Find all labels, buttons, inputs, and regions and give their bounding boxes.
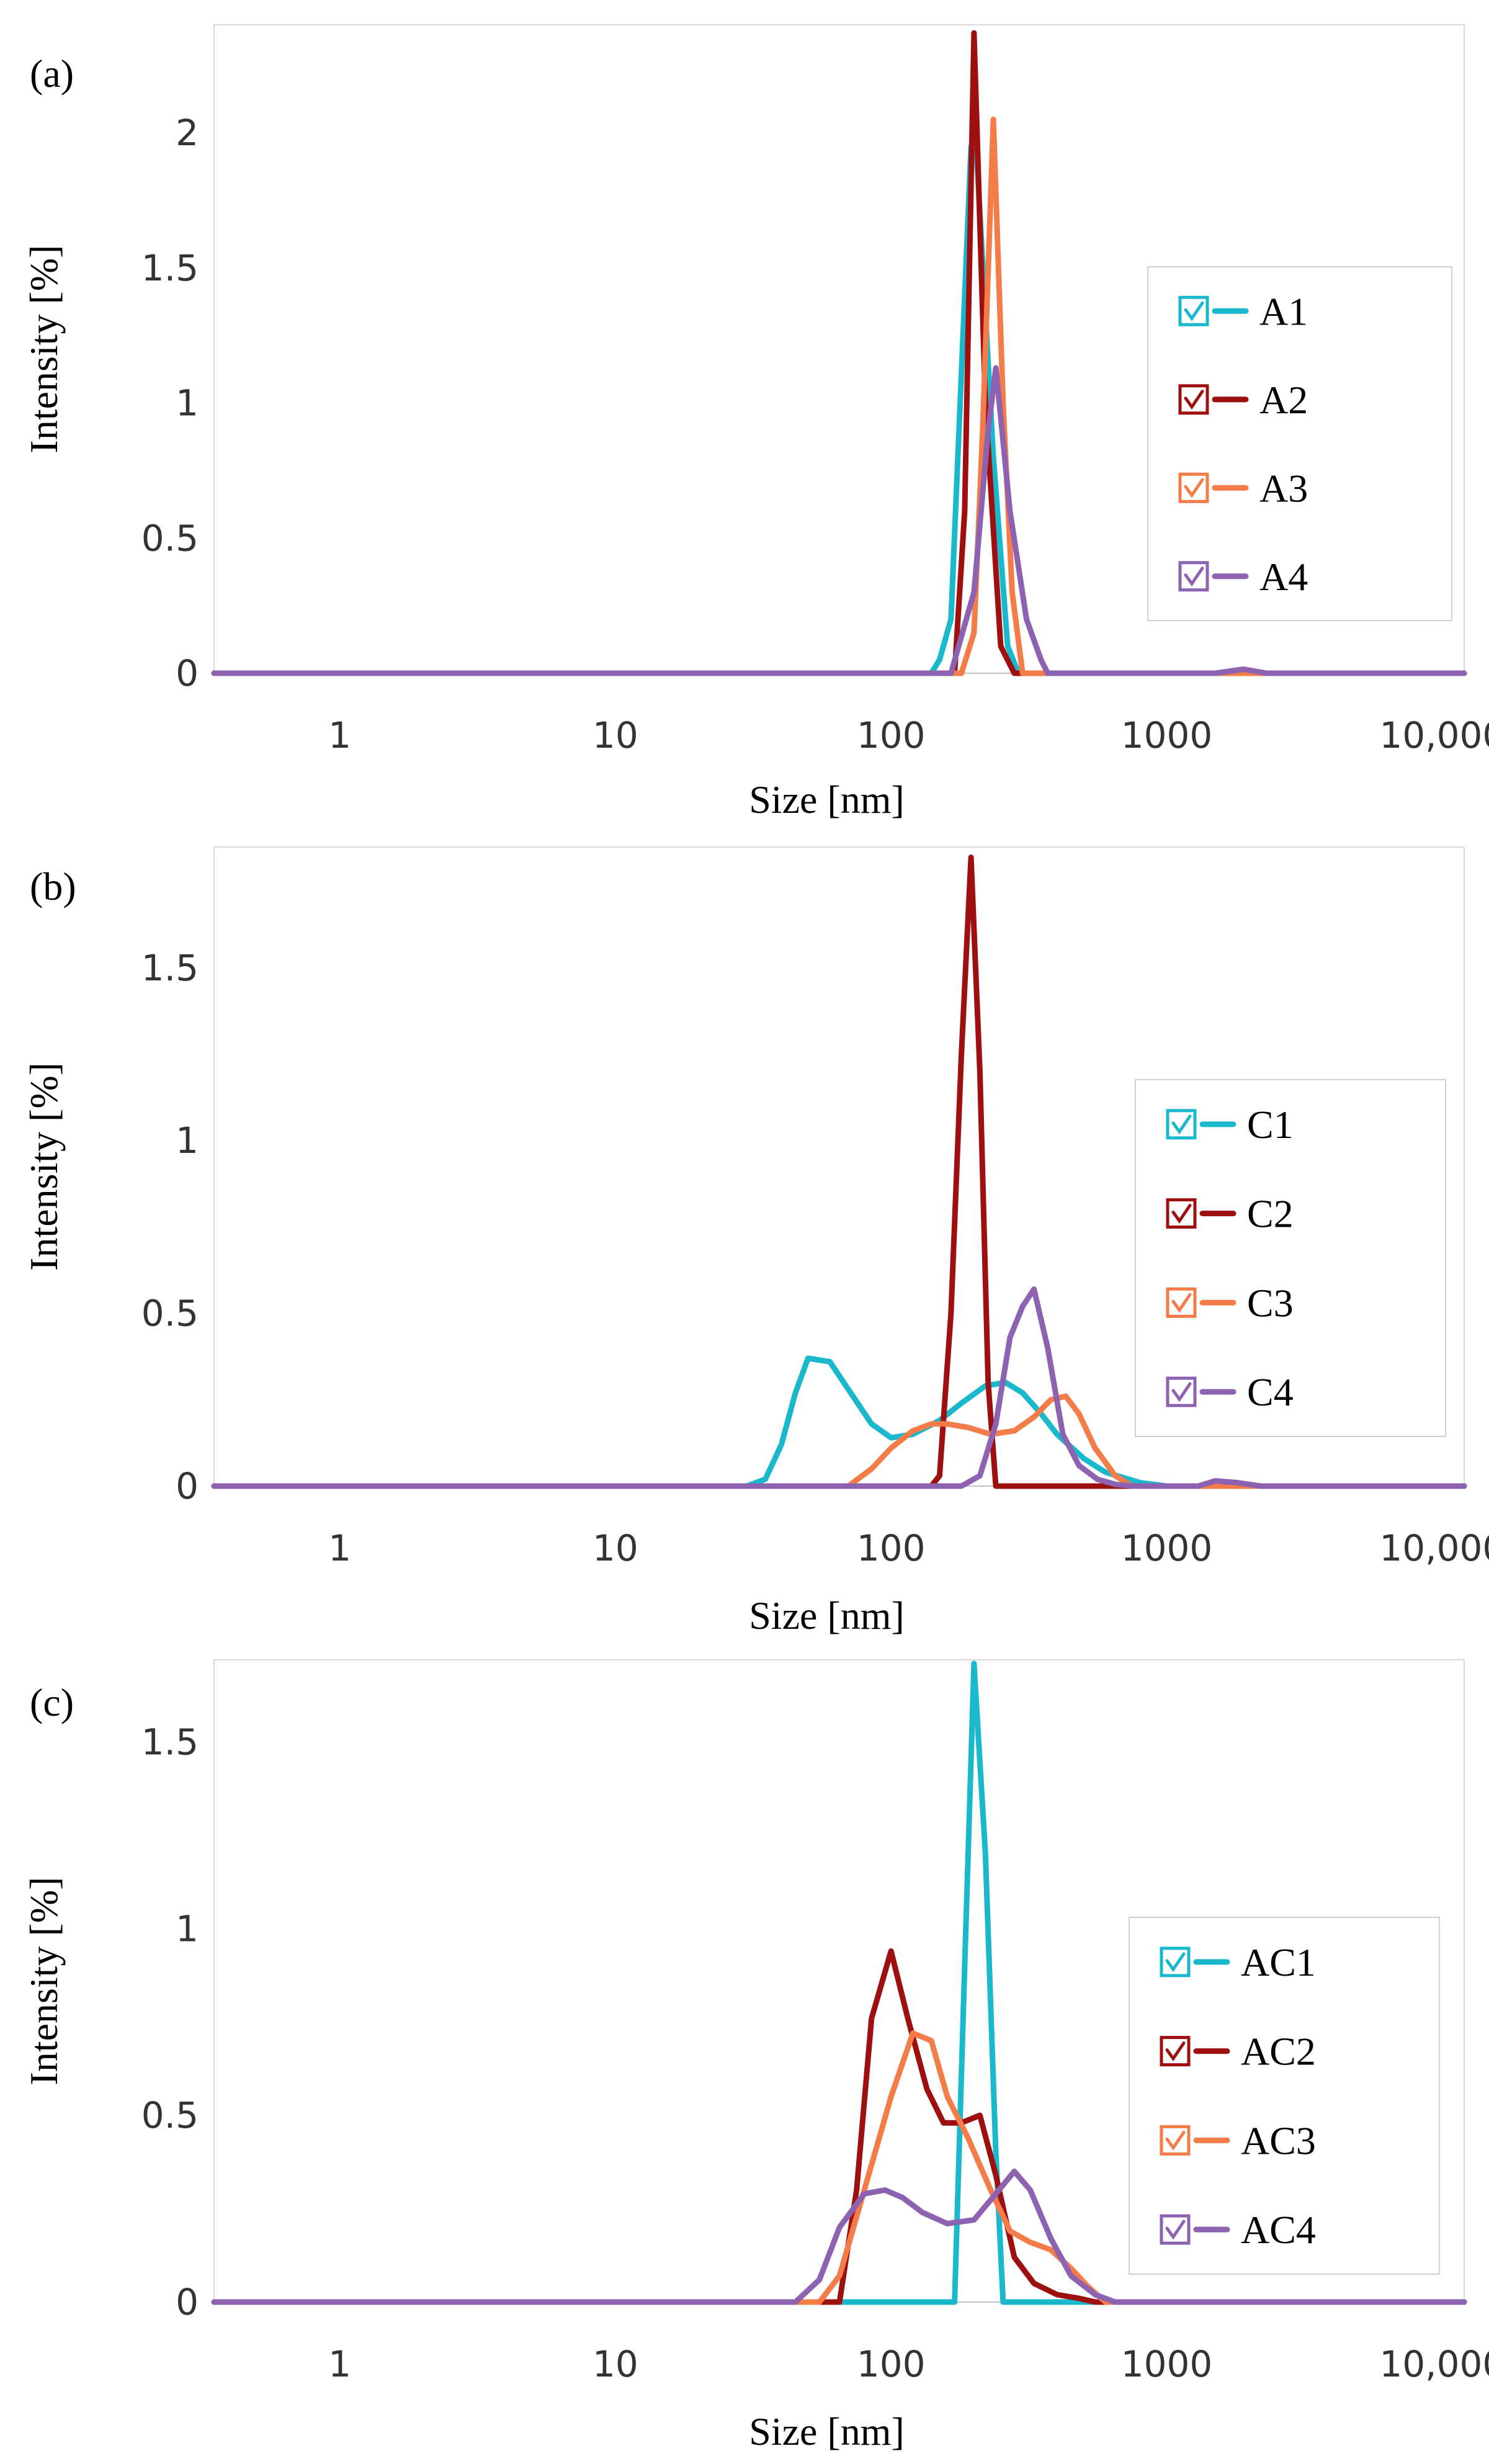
x-tick-label: 10 xyxy=(592,2343,638,2385)
legend: C1 C2 C3 C4 xyxy=(1135,1079,1446,1437)
legend-checkbox-icon xyxy=(1166,1376,1197,1407)
x-tick-label: 10,000 xyxy=(1379,1527,1489,1569)
legend-checkbox-icon xyxy=(1178,384,1209,415)
y-tick-label: 0.5 xyxy=(141,1292,199,1335)
legend-checkbox-icon xyxy=(1160,2214,1191,2245)
legend-label: A2 xyxy=(1259,378,1308,422)
chart-panel-3: (c) 1 10 100 1000 10,000 0 0.5 1 1.5 Size [nm] Inte… xyxy=(22,1659,1489,2453)
series-line-a3 xyxy=(211,116,1467,676)
y-axis-label: Intensity [%] xyxy=(22,245,66,454)
legend: AC1 AC2 AC3 AC4 xyxy=(1129,1917,1440,2275)
panel-label: (c) xyxy=(30,1680,74,1724)
x-tick-label: 1 xyxy=(328,2343,351,2385)
x-axis-label: Size [nm] xyxy=(749,1593,905,1637)
chart-panel-1: (a) 1 10 100 1000 10,000 0 0.5 1 1.5 2 Size [nm] Int… xyxy=(22,24,1489,822)
y-tick-label: 1 xyxy=(176,1907,199,1950)
legend-checkbox-icon xyxy=(1178,561,1209,592)
x-axis-label: Size [nm] xyxy=(749,777,905,822)
legend-label: A1 xyxy=(1259,289,1308,333)
y-tick-label: 0.5 xyxy=(141,517,199,559)
legend-label: A4 xyxy=(1259,555,1308,599)
x-tick-label: 1000 xyxy=(1121,1527,1213,1569)
legend-checkbox-icon xyxy=(1160,2125,1191,2156)
x-tick-label: 100 xyxy=(857,1527,926,1569)
y-axis-label: Intensity [%] xyxy=(22,1877,66,2085)
x-tick-label: 1 xyxy=(328,1527,351,1569)
y-tick-label: 1 xyxy=(176,1119,199,1162)
x-tick-label: 10,000 xyxy=(1379,714,1489,756)
series-line-c3 xyxy=(211,1393,1467,1489)
x-tick-label: 10 xyxy=(592,1527,638,1569)
legend-label: C3 xyxy=(1247,1281,1294,1325)
legend-checkbox-icon xyxy=(1160,2036,1191,2067)
x-tick-label: 10,000 xyxy=(1379,2343,1489,2385)
legend: A1 A2 A3 A4 xyxy=(1147,266,1452,621)
checkmark-icon xyxy=(1184,390,1204,410)
x-tick-label: 100 xyxy=(857,714,926,756)
y-tick-label: 0 xyxy=(176,1465,199,1507)
legend-checkbox-icon xyxy=(1178,472,1209,503)
checkmark-icon xyxy=(1184,567,1204,587)
legend-checkbox-icon xyxy=(1166,1287,1197,1318)
y-tick-label: 1.5 xyxy=(141,1721,199,1763)
panel-label: (b) xyxy=(30,864,76,908)
y-axis-label: Intensity [%] xyxy=(22,1062,66,1271)
legend-label: C2 xyxy=(1247,1192,1294,1236)
legend-label: AC2 xyxy=(1241,2030,1316,2074)
legend-checkbox-icon xyxy=(1166,1198,1197,1229)
y-tick-label: 0 xyxy=(176,652,199,694)
checkmark-icon xyxy=(1184,478,1204,498)
legend-label: C4 xyxy=(1247,1370,1294,1414)
x-axis-label: Size [nm] xyxy=(749,2409,905,2453)
x-tick-label: 1000 xyxy=(1121,714,1213,756)
y-tick-label: 2 xyxy=(176,112,199,154)
x-tick-label: 1 xyxy=(328,714,351,756)
checkmark-icon xyxy=(1171,1292,1192,1313)
series-line-c1 xyxy=(211,1355,1467,1489)
y-tick-label: 1.5 xyxy=(141,947,199,989)
legend-label: AC3 xyxy=(1241,2118,1316,2162)
series-line-a4 xyxy=(211,365,1467,676)
legend-label: AC4 xyxy=(1241,2208,1316,2252)
y-tick-label: 0 xyxy=(176,2281,199,2323)
legend-checkbox-icon xyxy=(1160,1947,1191,1978)
checkmark-icon xyxy=(1171,1382,1192,1402)
legend-label: A3 xyxy=(1259,466,1308,510)
series-line-c4 xyxy=(211,1286,1467,1489)
checkmark-icon xyxy=(1171,1204,1192,1224)
legend-checkbox-icon xyxy=(1166,1109,1197,1140)
checkmark-icon xyxy=(1171,1114,1192,1135)
checkmark-icon xyxy=(1184,301,1204,321)
series-line-ac1 xyxy=(211,1660,1467,2305)
checkmark-icon xyxy=(1165,2041,1186,2061)
checkmark-icon xyxy=(1165,2220,1186,2240)
series-line-ac3 xyxy=(211,2030,1467,2305)
y-tick-label: 0.5 xyxy=(141,2094,199,2136)
legend-label: C1 xyxy=(1247,1103,1294,1147)
chart-panel-2: (b) 1 10 100 1000 10,000 0 0.5 1 1.5 Size [nm] Inte… xyxy=(22,846,1489,1637)
y-tick-label: 1.5 xyxy=(141,247,199,289)
series-line-ac4 xyxy=(211,2168,1467,2305)
y-tick-label: 1 xyxy=(176,382,199,424)
legend-checkbox-icon xyxy=(1178,295,1209,326)
x-tick-label: 100 xyxy=(857,2343,926,2385)
legend-label: AC1 xyxy=(1241,1940,1316,1984)
checkmark-icon xyxy=(1165,1952,1186,1973)
x-tick-label: 10 xyxy=(592,714,638,756)
checkmark-icon xyxy=(1165,2130,1186,2151)
x-tick-label: 1000 xyxy=(1121,2343,1213,2385)
panel-label: (a) xyxy=(30,52,74,96)
